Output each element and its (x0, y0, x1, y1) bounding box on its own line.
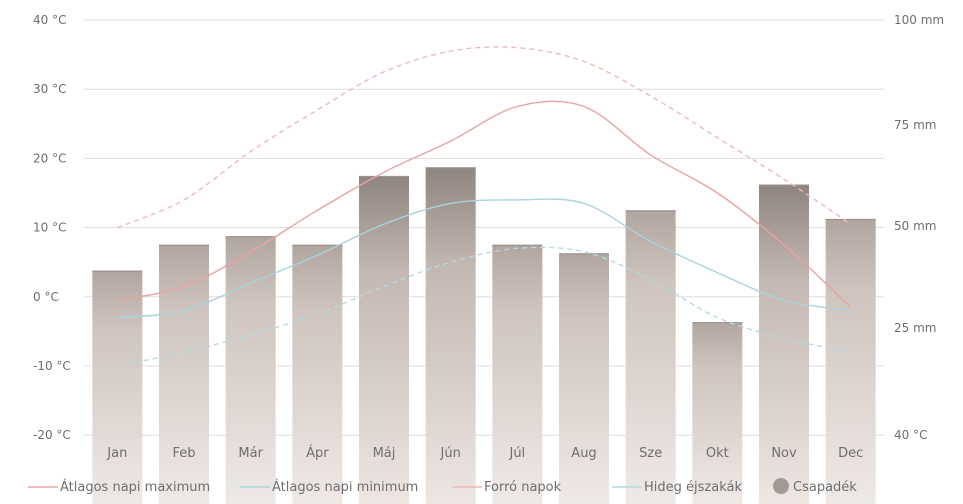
y-right-tick-2: 50 mm (894, 219, 936, 233)
month-label-3: Ápr (306, 445, 329, 461)
y-right-extra-label: 40 °C (894, 428, 927, 442)
y-left-tick-2: 20 °C (33, 151, 66, 165)
y-left-tick-1: 30 °C (33, 82, 66, 96)
grid-lines (84, 19, 884, 436)
y-left-tick-3: 10 °C (33, 221, 66, 235)
month-label-9: Okt (706, 446, 729, 461)
y-left-tick-5: -10 °C (33, 359, 71, 373)
month-label-2: Már (238, 446, 263, 461)
legend-label-1: Átlagos napi minimum (272, 479, 418, 495)
legend: Átlagos napi maximum Átlagos napi minimum… (28, 478, 857, 495)
precip-bar-Már (225, 236, 276, 504)
legend-swatch-4 (773, 478, 789, 494)
y-left-tick-0: 40 °C (33, 13, 66, 27)
legend-label-3: Hideg éjszakák (644, 480, 742, 495)
line-series-2 (117, 46, 852, 229)
x-axis-months: Jan Feb Már Ápr Máj Jún Júl Aug Sze Okt Nov Dec (106, 445, 863, 461)
y-right-tick-1: 75 mm (894, 118, 936, 132)
y-axis-left: 40 °C 30 °C 20 °C 10 °C 0 °C -10 °C -20 °C (33, 13, 71, 442)
y-left-tick-6: -20 °C (33, 428, 71, 442)
month-label-10: Nov (771, 446, 797, 461)
legend-label-0: Átlagos napi maximum (60, 479, 210, 495)
month-label-8: Sze (639, 446, 662, 461)
precip-bar-Jún (425, 167, 476, 504)
month-label-7: Aug (571, 446, 596, 461)
precip-bar-Aug (559, 253, 609, 504)
precip-bar-Okt (692, 322, 743, 504)
precip-bar-Júl (492, 244, 543, 504)
month-label-1: Feb (172, 446, 195, 461)
y-right-tick-0: 100 mm (894, 13, 944, 27)
precip-bar-Jan (92, 270, 143, 504)
precip-bar-Dec (825, 219, 876, 504)
line-series-3 (117, 246, 851, 367)
month-label-4: Máj (373, 446, 396, 461)
precip-bar-Nov (759, 184, 809, 504)
legend-label-4: Csapadék (793, 480, 857, 495)
month-label-0: Jan (106, 446, 127, 461)
month-label-5: Jún (440, 446, 461, 461)
y-left-tick-4: 0 °C (33, 290, 59, 304)
line-series-0 (117, 100, 852, 308)
month-label-11: Dec (838, 446, 863, 461)
temperature-lines (117, 46, 852, 367)
line-series-1 (117, 198, 851, 319)
y-axis-right: 100 mm 75 mm 50 mm 25 mm 40 °C (894, 13, 944, 442)
legend-label-2: Forró napok (484, 480, 562, 495)
month-label-6: Júl (508, 446, 525, 461)
precip-bar-Sze (625, 210, 676, 504)
precip-bar-Feb (159, 244, 209, 504)
precipitation-bars (92, 167, 876, 504)
precip-bar-Ápr (292, 244, 343, 504)
y-right-tick-3: 25 mm (894, 321, 936, 335)
